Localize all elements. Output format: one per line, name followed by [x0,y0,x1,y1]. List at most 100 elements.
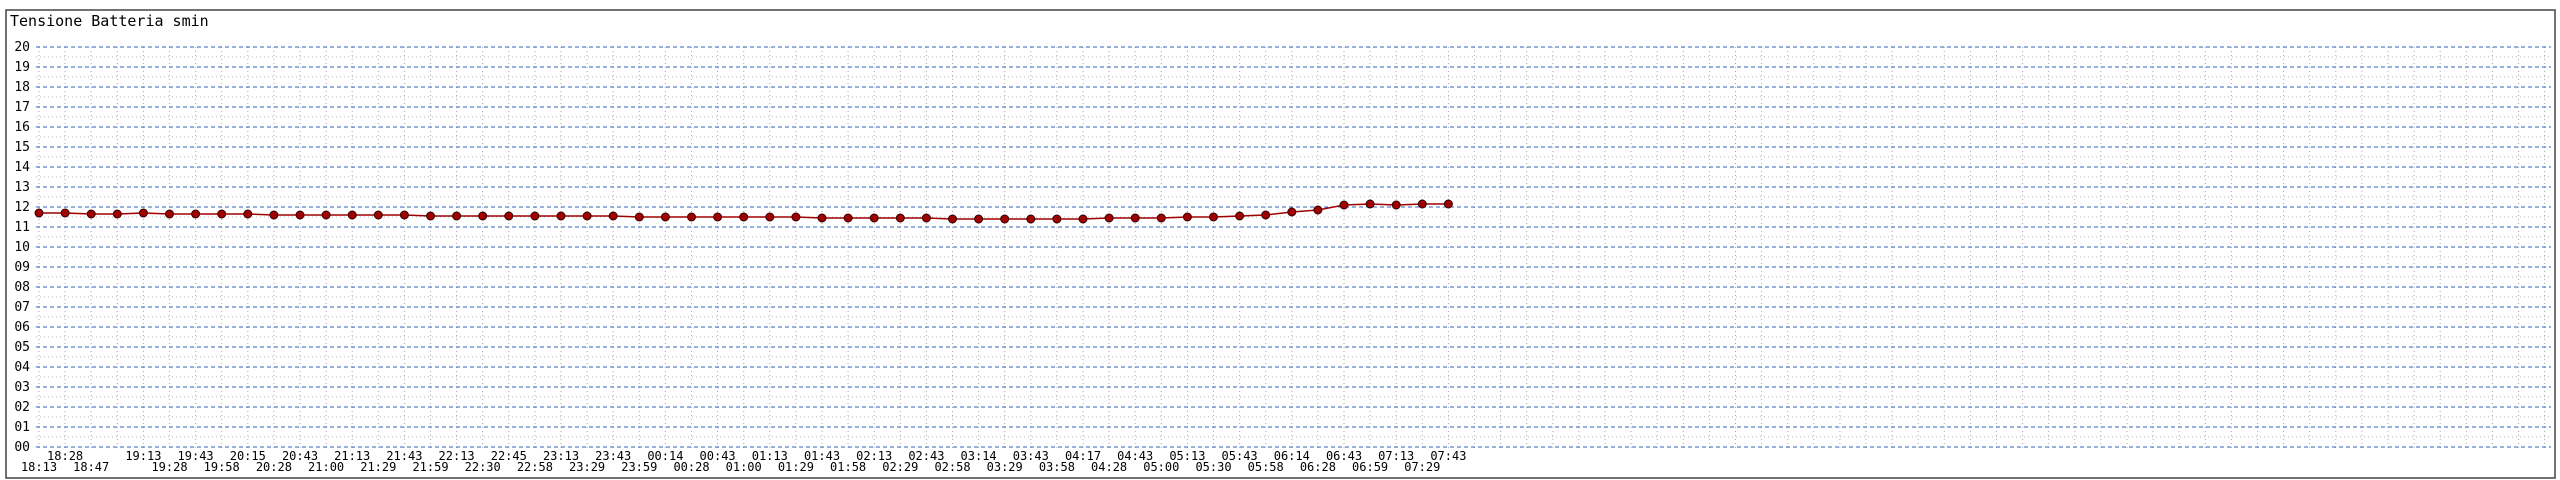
data-point [974,214,984,224]
data-point [1235,211,1245,221]
x-tick-label: 01:29 [778,460,814,474]
data-point [634,212,644,222]
data-point [1000,214,1010,224]
data-point [34,208,44,218]
x-tick-label: 19:28 [151,460,187,474]
x-tick-label: 06:43 [1326,449,1362,463]
x-tick-label: 21:43 [386,449,422,463]
y-tick-label: 04 [14,360,30,375]
y-tick-label: 01 [14,420,30,435]
data-point [321,210,331,220]
data-point [1052,214,1062,224]
x-tick-label: 05:00 [1143,460,1179,474]
data-point [660,212,670,222]
x-tick-label: 04:43 [1117,449,1153,463]
data-point [373,210,383,220]
x-tick-label: 07:29 [1404,460,1440,474]
y-tick-label: 13 [14,180,30,195]
x-tick-label: 04:28 [1091,460,1127,474]
data-point [1339,200,1349,210]
data-point [556,211,566,221]
x-tick-label: 01:00 [726,460,762,474]
data-point [1313,205,1323,215]
y-tick-label: 06 [14,320,30,335]
data-point [1130,213,1140,223]
data-point [1261,210,1271,220]
data-point [1365,199,1375,209]
data-point [269,210,279,220]
y-tick-label: 19 [14,60,30,75]
x-tick-label: 06:59 [1352,460,1388,474]
x-tick-label: 22:30 [465,460,501,474]
x-tick-label: 07:13 [1378,449,1414,463]
data-point [817,213,827,223]
x-tick-label: 05:13 [1169,449,1205,463]
x-tick-label: 19:58 [204,460,240,474]
data-point [399,210,409,220]
data-point [948,214,957,224]
data-point [869,213,879,223]
x-tick-label: 03:14 [961,449,997,463]
y-tick-label: 12 [14,200,30,215]
x-tick-label: 18:47 [73,460,109,474]
data-point [217,209,227,219]
y-tick-label: 10 [14,240,30,255]
x-tick-label: 02:43 [908,449,944,463]
x-tick-label: 23:29 [569,460,605,474]
y-tick-label: 08 [14,280,30,295]
x-tick-label: 07:43 [1430,449,1466,463]
data-point [295,210,305,220]
data-point [504,211,514,221]
data-point [112,209,122,219]
x-tick-label: 20:28 [256,460,292,474]
data-point [713,212,723,222]
x-tick-label: 21:00 [308,460,344,474]
x-tick-label: 22:45 [491,449,527,463]
data-point [1391,200,1401,210]
x-tick-label: 04:17 [1065,449,1101,463]
data-point [1078,214,1088,224]
x-tick-label: 23:43 [595,449,631,463]
x-tick-label: 00:14 [647,449,683,463]
x-tick-label: 05:43 [1222,449,1258,463]
x-tick-label: 20:43 [282,449,318,463]
y-tick-label: 09 [14,260,30,275]
data-point [426,211,435,221]
data-point [608,211,618,221]
y-tick-label: 16 [14,120,30,135]
data-point [1209,212,1218,222]
x-tick-label: 20:15 [230,449,266,463]
data-point [347,210,357,220]
x-tick-label: 18:13 [21,460,57,474]
x-tick-label: 01:43 [804,449,840,463]
chart-frame [5,9,2556,479]
x-tick-label: 21:13 [334,449,370,463]
y-tick-label: 05 [14,340,30,355]
y-tick-label: 11 [14,220,30,235]
data-point [1182,212,1192,222]
x-tick-label: 19:43 [178,449,214,463]
data-point [765,212,775,222]
x-tick-label: 06:14 [1274,449,1310,463]
data-point [1156,213,1166,223]
y-tick-label: 03 [14,380,30,395]
data-point [86,209,96,219]
data-point [582,211,592,221]
x-tick-label: 02:13 [856,449,892,463]
x-tick-label: 22:13 [439,449,475,463]
x-tick-label: 05:58 [1248,460,1284,474]
x-tick-label: 03:43 [1013,449,1049,463]
data-point [739,212,749,222]
x-tick-label: 23:59 [621,460,657,474]
x-tick-label: 21:59 [412,460,448,474]
data-point [921,213,931,223]
data-point [1287,207,1297,217]
data-point [843,213,853,223]
data-point [1417,199,1427,209]
x-tick-label: 05:30 [1195,460,1231,474]
data-point [243,209,253,219]
x-tick-label: 00:28 [673,460,709,474]
data-point [895,213,905,223]
